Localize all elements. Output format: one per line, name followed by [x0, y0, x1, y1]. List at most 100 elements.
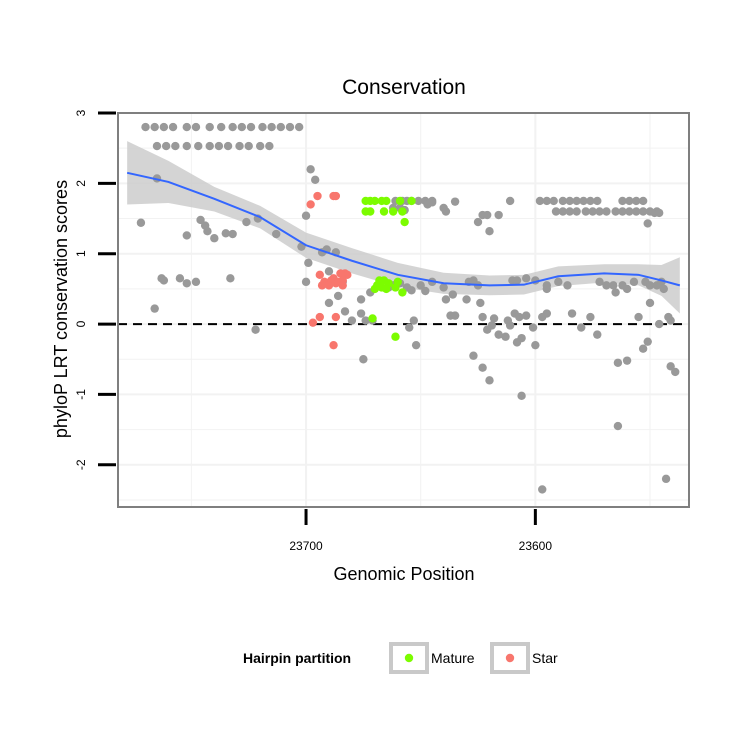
data-point-mature — [395, 196, 405, 206]
data-point-other — [558, 207, 568, 216]
data-point-other — [638, 196, 648, 206]
data-point-other — [182, 141, 191, 151]
x-tick-label: 23600 — [519, 539, 553, 553]
legend-label-mature: Mature — [431, 650, 475, 666]
data-point-other — [159, 276, 169, 285]
data-point-other — [407, 286, 416, 295]
data-point-other — [643, 337, 652, 346]
data-point-other — [517, 391, 526, 401]
chart-title: Conservation — [342, 76, 466, 99]
data-point-other — [450, 311, 460, 320]
data-point-other — [494, 210, 503, 220]
data-point-other — [216, 122, 226, 132]
x-axis-label: Genomic Position — [333, 564, 474, 584]
data-point-other — [171, 141, 180, 151]
data-point-other — [483, 325, 492, 334]
data-point-star — [331, 191, 341, 201]
data-point-star — [315, 312, 324, 322]
data-point-star — [324, 281, 334, 290]
data-point-other — [152, 141, 162, 151]
data-point-other — [267, 122, 276, 132]
data-point-other — [359, 355, 368, 364]
data-point-other — [210, 234, 219, 243]
data-point-other — [246, 122, 256, 132]
data-point-other — [214, 141, 224, 151]
data-point-mature — [382, 196, 391, 206]
data-point-other — [242, 217, 251, 227]
y-tick-label: -1 — [74, 389, 88, 400]
data-point-other — [505, 321, 515, 330]
data-point-other — [613, 358, 623, 367]
legend-swatch-mature — [404, 653, 414, 663]
data-point-star — [343, 270, 352, 280]
data-point-mature — [400, 217, 409, 227]
data-point-other — [563, 281, 572, 290]
data-point-other — [356, 295, 366, 304]
data-point-other — [304, 258, 313, 268]
data-point-other — [542, 196, 552, 206]
data-point-other — [228, 122, 237, 132]
data-point-other — [613, 421, 623, 431]
data-point-other — [645, 298, 655, 308]
data-point-other — [588, 207, 597, 216]
confidence-band — [127, 141, 680, 314]
data-point-other — [567, 309, 577, 318]
data-point-other — [551, 207, 561, 216]
data-point-other — [581, 207, 591, 216]
data-point-mature — [398, 288, 407, 297]
legend-label-star: Star — [532, 650, 558, 666]
data-point-other — [196, 215, 205, 225]
data-point-other — [489, 314, 499, 323]
data-point-other — [191, 122, 201, 132]
data-point-other — [609, 281, 618, 290]
data-point-other — [622, 356, 632, 365]
data-point-other — [409, 316, 419, 325]
data-point-other — [441, 295, 451, 304]
data-point-other — [200, 221, 210, 230]
data-point-star — [308, 318, 318, 327]
data-point-other — [301, 211, 311, 220]
data-point-other — [448, 290, 458, 299]
data-point-other — [272, 229, 281, 239]
data-point-other — [565, 196, 574, 206]
data-point-mature — [391, 332, 400, 341]
data-point-other — [306, 165, 315, 174]
data-point-other — [311, 175, 320, 185]
panel-border — [117, 112, 690, 508]
data-point-other — [251, 325, 260, 334]
data-point-other — [450, 197, 460, 206]
data-point-other — [182, 231, 191, 240]
y-tick-label: -2 — [74, 459, 88, 470]
y-tick-label: 1 — [74, 250, 88, 257]
data-point-other — [558, 196, 568, 206]
data-point-other — [638, 344, 648, 353]
data-point-other — [237, 122, 247, 132]
data-point-other — [141, 122, 150, 132]
data-point-other — [439, 283, 448, 292]
data-point-other — [221, 229, 230, 238]
data-point-other — [324, 267, 334, 276]
data-point-other — [175, 274, 185, 283]
data-point-mature — [407, 196, 416, 206]
data-point-other — [161, 141, 171, 151]
data-point-star — [315, 270, 324, 280]
data-point-other — [205, 122, 214, 132]
data-point-other — [258, 122, 267, 132]
data-point-other — [654, 208, 664, 218]
data-point-other — [654, 319, 664, 329]
data-point-other — [549, 196, 558, 206]
data-point-other — [159, 122, 169, 132]
data-point-star — [313, 191, 322, 201]
legend: Hairpin partition Mature Star — [243, 642, 558, 674]
data-point-other — [622, 284, 632, 294]
data-point-other — [611, 207, 620, 216]
data-point-other — [625, 196, 634, 206]
data-point-other — [517, 333, 526, 343]
legend-title: Hairpin partition — [243, 650, 351, 666]
data-point-other — [593, 196, 602, 206]
y-axis-label: phyloP LRT conservation scores — [51, 180, 71, 438]
data-point-mature — [370, 196, 380, 206]
data-point-other — [416, 281, 425, 290]
data-point-star — [306, 200, 315, 209]
